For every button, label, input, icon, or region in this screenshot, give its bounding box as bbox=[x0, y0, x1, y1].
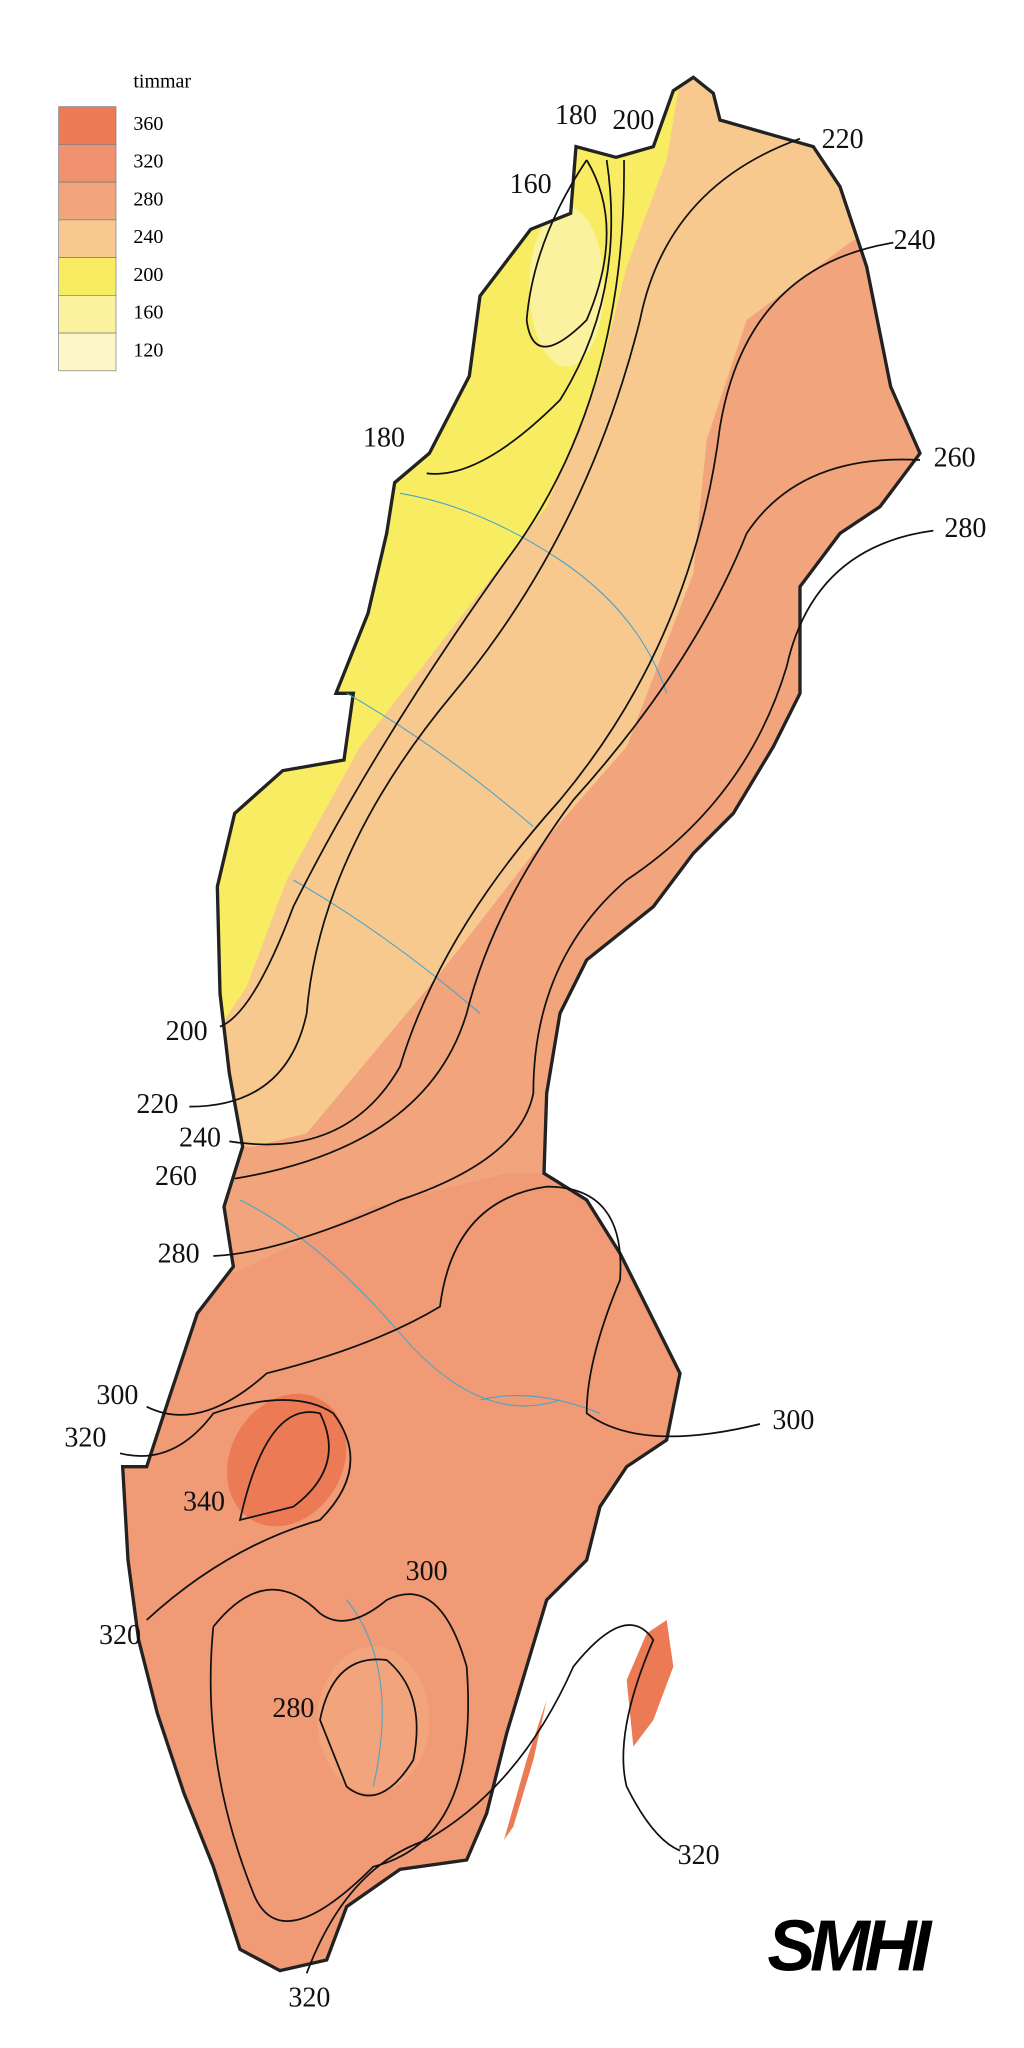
zone-160 bbox=[529, 206, 604, 367]
contour-label: 300 bbox=[406, 1556, 448, 1587]
islands bbox=[504, 1620, 674, 1840]
legend-label: 360 bbox=[133, 113, 163, 135]
legend-label: 160 bbox=[133, 302, 163, 324]
legend-title: timmar bbox=[133, 70, 191, 92]
contour-label: 300 bbox=[96, 1380, 138, 1411]
isolines bbox=[119, 137, 934, 1974]
contour-label: 320 bbox=[99, 1620, 141, 1651]
contour-label: 320 bbox=[678, 1840, 720, 1871]
contour-label: 340 bbox=[183, 1486, 225, 1517]
legend: timmar 360 320 280 240 200 160 120 bbox=[58, 70, 191, 372]
contour-label: 180 bbox=[555, 100, 597, 131]
rivers bbox=[239, 492, 668, 1787]
contour-label: 300 bbox=[772, 1405, 814, 1436]
contour-label: 220 bbox=[136, 1089, 178, 1120]
contour-label: 280 bbox=[158, 1238, 200, 1269]
legend-label: 120 bbox=[133, 339, 163, 361]
contour-label: 280 bbox=[944, 513, 986, 544]
legend-swatch bbox=[58, 257, 117, 296]
contour-label: 260 bbox=[155, 1161, 197, 1192]
legend-swatch bbox=[58, 294, 117, 334]
contour-label: 200 bbox=[612, 105, 654, 136]
contour-label: 180 bbox=[363, 422, 405, 453]
legend-swatch bbox=[58, 219, 117, 258]
contour-label: 280 bbox=[272, 1693, 314, 1724]
contour-label: 160 bbox=[510, 169, 552, 200]
contour-label: 200 bbox=[166, 1016, 208, 1047]
zone-280 bbox=[317, 1646, 430, 1794]
legend-swatch bbox=[58, 144, 117, 183]
contour-label: 240 bbox=[179, 1122, 221, 1153]
contour-label: 320 bbox=[64, 1422, 106, 1453]
contour-label: 240 bbox=[894, 225, 936, 256]
logo: SMHI bbox=[767, 1907, 933, 1987]
legend-swatch bbox=[58, 181, 117, 221]
legend-label: 320 bbox=[133, 151, 163, 173]
contour-label: 320 bbox=[288, 1982, 330, 2013]
legend-swatch bbox=[58, 106, 117, 145]
legend-label: 280 bbox=[133, 188, 163, 210]
legend-label: 200 bbox=[133, 264, 163, 286]
legend-label: 240 bbox=[133, 226, 163, 248]
zone-340 bbox=[227, 1393, 347, 1527]
contour-label: 260 bbox=[934, 442, 976, 473]
contour-label: 220 bbox=[822, 124, 864, 155]
legend-swatch bbox=[58, 332, 117, 372]
contour-labels: 180 200 220 160 240 180 260 280 200 220 … bbox=[64, 100, 986, 2014]
